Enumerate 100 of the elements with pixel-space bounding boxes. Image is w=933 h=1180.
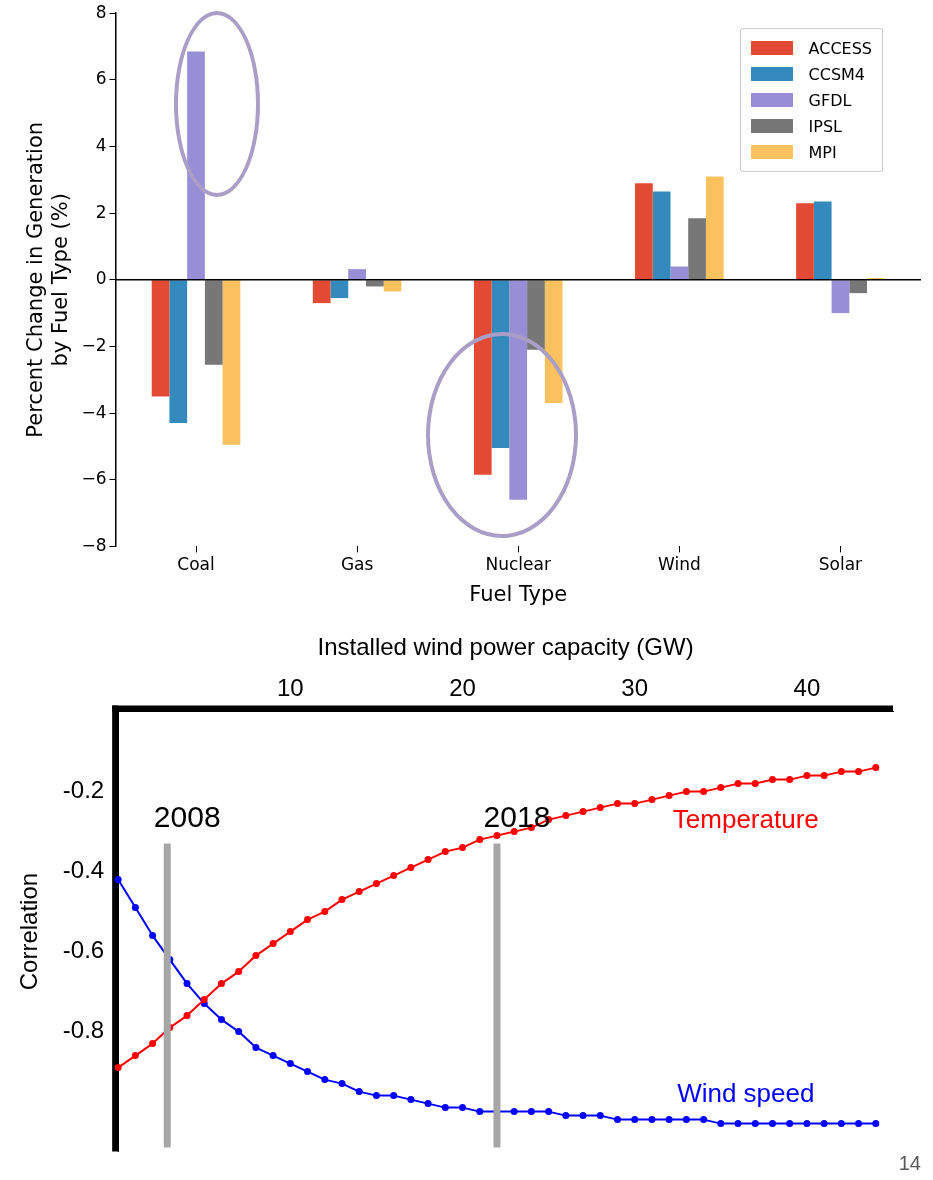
bar (705, 176, 724, 280)
point (476, 1108, 484, 1116)
point (390, 1092, 398, 1100)
point (837, 1120, 845, 1128)
point (562, 812, 570, 820)
point (820, 772, 828, 780)
bar (652, 191, 671, 280)
x-tick-label: 40 (793, 673, 821, 701)
point (872, 764, 880, 772)
y-tick-label: 6 (95, 68, 107, 89)
bar (187, 51, 205, 280)
point (338, 896, 346, 904)
point (407, 864, 415, 872)
legend-label: MPI (808, 142, 837, 162)
point (217, 1016, 225, 1024)
bar (151, 280, 170, 397)
point (441, 848, 449, 856)
point (114, 876, 122, 884)
bar (509, 280, 528, 500)
point (614, 800, 621, 808)
point (321, 1076, 329, 1084)
y-tick-label: −2 (81, 334, 107, 355)
point (734, 1120, 742, 1128)
bar (348, 269, 366, 280)
bar (527, 280, 545, 350)
bar (796, 203, 814, 280)
point (114, 1064, 122, 1072)
point (390, 872, 398, 880)
point (459, 844, 467, 852)
bar (831, 280, 850, 314)
point (803, 772, 811, 780)
point (321, 908, 329, 916)
point (579, 1112, 587, 1120)
point (149, 1040, 157, 1048)
y-tick-label: 0 (95, 268, 107, 289)
y-axis-title: Percent Change in Generation by Fuel Type (%) (23, 121, 73, 438)
point (648, 796, 656, 804)
point (631, 1116, 639, 1124)
point (493, 832, 501, 840)
point (372, 880, 380, 888)
point (235, 968, 243, 976)
point (820, 1120, 828, 1128)
point (252, 1044, 260, 1052)
point (217, 980, 225, 988)
bar (688, 218, 706, 280)
y-tick-label: 2 (95, 201, 107, 222)
point (510, 828, 518, 836)
bar (849, 280, 868, 294)
point (183, 1012, 191, 1020)
bar (204, 280, 223, 365)
bar (544, 280, 563, 404)
legend-label: IPSL (808, 116, 842, 136)
bar (670, 266, 689, 280)
point (648, 1116, 656, 1124)
point (855, 1120, 863, 1128)
y-tick-label: -0.6 (62, 936, 105, 964)
x-tick-label: 10 (276, 673, 304, 701)
y-tick-label: −6 (81, 468, 107, 489)
point (786, 776, 794, 784)
annotation: 2008 (153, 799, 221, 833)
bar (491, 280, 510, 449)
text: 14 (898, 1151, 921, 1174)
point (304, 916, 312, 924)
annotation: 2018 (483, 799, 551, 833)
point (183, 980, 191, 988)
point (407, 1096, 415, 1104)
point (872, 1120, 880, 1128)
y-tick-label: 4 (95, 134, 107, 155)
point (682, 1116, 690, 1124)
point (476, 836, 484, 844)
point (665, 792, 673, 800)
point (751, 780, 759, 788)
point (682, 788, 690, 796)
point (510, 1108, 518, 1116)
point (424, 856, 432, 864)
point (665, 1116, 673, 1124)
point (372, 1092, 380, 1100)
bar (635, 183, 653, 280)
point (355, 888, 363, 896)
bar (473, 280, 492, 475)
bar (169, 280, 188, 424)
x-tick-label: Gas (340, 554, 374, 575)
x-tick-label: 20 (449, 673, 476, 701)
point (131, 904, 139, 912)
point (700, 1116, 708, 1124)
x-axis-title: Installed wind power capacity (GW) (317, 633, 694, 661)
y-tick-label: -0.8 (62, 1016, 105, 1044)
point (149, 932, 157, 940)
point (424, 1100, 432, 1108)
y-tick-label: −4 (81, 401, 107, 422)
point (734, 780, 742, 788)
legend-label: GFDL (808, 90, 852, 110)
point (631, 800, 639, 808)
point (786, 1120, 794, 1128)
point (286, 1060, 294, 1068)
point (855, 768, 863, 776)
point (269, 1052, 277, 1060)
point (562, 1112, 570, 1120)
point (338, 1080, 346, 1088)
legend-label: CCSM4 (808, 64, 866, 84)
